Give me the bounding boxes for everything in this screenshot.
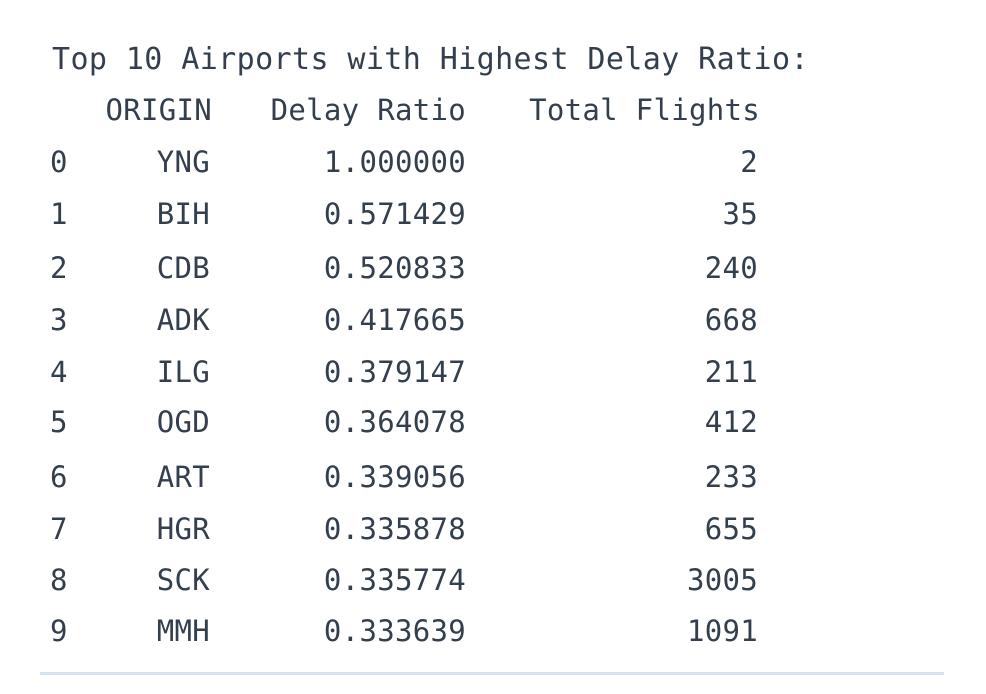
row-origin: OGD — [156, 405, 210, 439]
row-total-flights: 1091 — [686, 614, 758, 648]
column-header-delay-ratio: Delay Ratio — [270, 93, 466, 127]
row-index: 8 — [50, 563, 68, 597]
row-index: 3 — [50, 303, 68, 337]
row-total-flights: 211 — [704, 355, 758, 389]
row-index: 1 — [50, 197, 68, 231]
row-index: 9 — [50, 614, 68, 648]
row-delay-ratio: 0.379147 — [323, 355, 466, 389]
row-origin: YNG — [156, 145, 210, 179]
row-delay-ratio: 0.333639 — [323, 614, 466, 648]
row-delay-ratio: 0.335774 — [323, 563, 466, 597]
row-origin: BIH — [156, 197, 210, 231]
row-origin: SCK — [156, 563, 210, 597]
row-origin: ART — [156, 460, 210, 494]
row-origin: ILG — [156, 355, 210, 389]
row-index: 6 — [50, 460, 68, 494]
row-delay-ratio: 0.417665 — [323, 303, 466, 337]
column-header-total-flights: Total Flights — [529, 93, 760, 127]
row-total-flights: 3005 — [686, 563, 758, 597]
row-delay-ratio: 0.520833 — [323, 251, 466, 285]
row-delay-ratio: 0.339056 — [323, 460, 466, 494]
output-heading: Top 10 Airports with Highest Delay Ratio… — [52, 42, 809, 77]
row-total-flights: 412 — [704, 405, 758, 439]
row-origin: MMH — [156, 614, 210, 648]
row-delay-ratio: 0.335878 — [323, 512, 466, 546]
row-delay-ratio: 1.000000 — [323, 145, 466, 179]
row-origin: ADK — [156, 303, 210, 337]
row-index: 4 — [50, 355, 68, 389]
output-divider — [40, 672, 944, 675]
row-total-flights: 655 — [704, 512, 758, 546]
row-total-flights: 2 — [740, 145, 758, 179]
row-index: 2 — [50, 251, 68, 285]
column-header-origin: ORIGIN — [105, 93, 212, 127]
row-origin: HGR — [156, 512, 210, 546]
row-total-flights: 35 — [722, 197, 758, 231]
row-index: 7 — [50, 512, 68, 546]
row-index: 5 — [50, 405, 68, 439]
row-origin: CDB — [156, 251, 210, 285]
row-total-flights: 668 — [704, 303, 758, 337]
row-total-flights: 240 — [704, 251, 758, 285]
row-delay-ratio: 0.364078 — [323, 405, 466, 439]
row-index: 0 — [50, 145, 68, 179]
row-delay-ratio: 0.571429 — [323, 197, 466, 231]
row-total-flights: 233 — [704, 460, 758, 494]
